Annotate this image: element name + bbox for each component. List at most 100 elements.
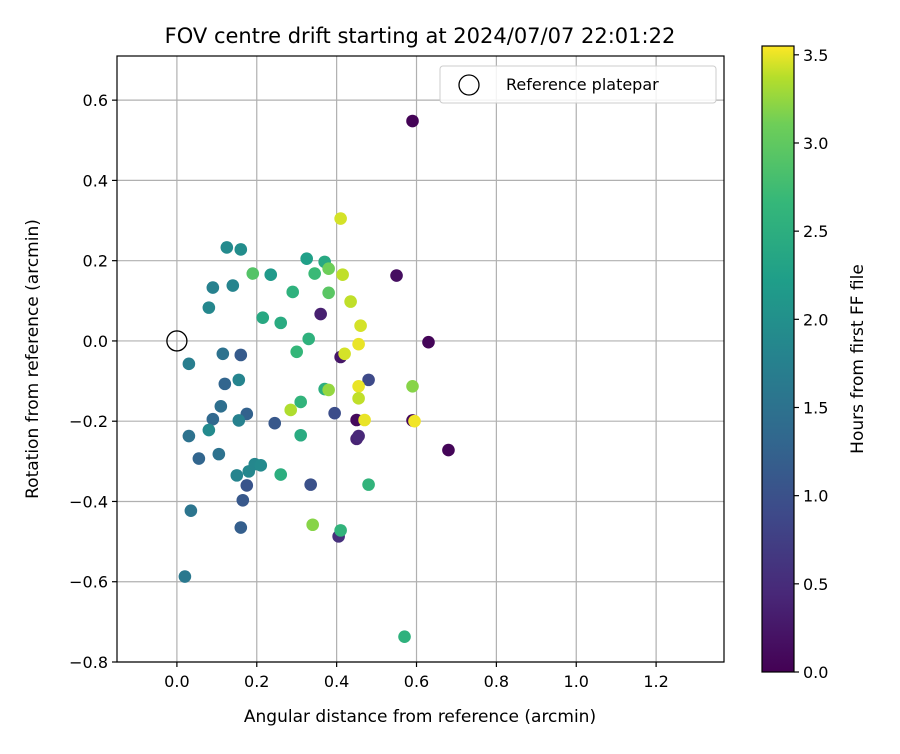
data-point [294, 428, 307, 442]
data-point [362, 373, 375, 387]
data-point [254, 459, 268, 472]
data-point [322, 262, 335, 276]
data-point [290, 345, 304, 359]
data-point [294, 395, 307, 409]
data-point [406, 379, 419, 393]
data-point [300, 252, 313, 265]
y-tick-label: 0.6 [83, 91, 108, 110]
colorbar-tick-label: 1.0 [803, 487, 828, 506]
data-point [354, 319, 367, 332]
data-point [256, 311, 270, 324]
colorbar-gradient [761, 45, 795, 673]
data-point [322, 286, 335, 300]
data-point [302, 332, 315, 346]
x-tick-label: 0.4 [324, 672, 349, 691]
data-point [232, 373, 246, 387]
x-axis-label: Angular distance from reference (arcmin) [244, 707, 596, 727]
y-axis-label: Rotation from reference (arcmin) [23, 219, 43, 499]
colorbar-tick-label: 2.5 [803, 222, 828, 241]
y-tick-label: −0.6 [69, 573, 108, 592]
data-point [220, 241, 234, 254]
y-axis-ticks: −0.8 −0.6 −0.4 −0.2 0.0 0.2 0.4 0.6 [69, 91, 117, 672]
data-point [264, 268, 278, 282]
data-point [274, 316, 288, 330]
data-point [184, 504, 198, 518]
chart-title: FOV centre drift starting at 2024/07/07 … [165, 24, 676, 48]
data-point [286, 285, 300, 299]
reference-platepar-marker [166, 330, 188, 352]
data-point [234, 243, 248, 256]
data-point [232, 414, 246, 427]
data-point [206, 412, 220, 426]
data-point [246, 267, 260, 280]
data-point [234, 521, 248, 534]
colorbar-tick-label: 0.5 [803, 575, 828, 594]
colorbar: 0.0 0.5 1.0 1.5 2.0 2.5 3.0 3.5 Hours from firs… [761, 45, 868, 682]
data-point [182, 357, 196, 371]
data-point [274, 468, 288, 481]
data-point [214, 400, 228, 413]
colorbar-tick-label: 2.0 [803, 310, 828, 329]
data-point [362, 478, 375, 491]
data-point [390, 269, 403, 282]
grid [117, 56, 724, 663]
data-point [322, 383, 335, 397]
colorbar-ticks: 0.0 0.5 1.0 1.5 2.0 2.5 3.0 3.5 [794, 46, 828, 682]
y-tick-label: −0.2 [69, 412, 108, 431]
data-point [206, 281, 220, 294]
data-point [216, 347, 230, 361]
data-point [344, 295, 357, 308]
x-axis-ticks: 0.0 0.2 0.4 0.6 0.8 1.0 1.2 [164, 662, 669, 691]
y-tick-label: 0.4 [83, 171, 108, 190]
data-point [308, 267, 321, 280]
y-tick-label: 0.2 [83, 252, 108, 271]
data-point [182, 429, 196, 443]
legend-marker-icon [458, 74, 480, 96]
data-point [212, 447, 226, 461]
legend-box [439, 65, 717, 104]
data-point [192, 452, 206, 465]
x-tick-label: 0.8 [484, 672, 509, 691]
data-point [352, 429, 365, 443]
data-point [268, 416, 282, 430]
data-point [304, 478, 317, 491]
colorbar-tick-label: 1.5 [803, 398, 828, 417]
data-point [202, 423, 216, 437]
x-tick-label: 0.6 [404, 672, 429, 691]
data-point [422, 335, 435, 349]
y-tick-label: −0.8 [69, 653, 108, 672]
legend: Reference platepar [439, 65, 717, 104]
data-point [408, 414, 421, 428]
data-point [234, 348, 248, 362]
data-point [406, 114, 419, 128]
colorbar-tick-label: 3.5 [803, 46, 828, 65]
data-point [334, 524, 347, 537]
data-point [240, 479, 254, 492]
y-tick-label: −0.4 [69, 492, 108, 511]
data-point [442, 443, 455, 457]
data-point [336, 268, 349, 282]
data-point [334, 212, 347, 225]
colorbar-tick-label: 0.0 [803, 663, 828, 682]
data-point [338, 347, 351, 361]
data-point [202, 301, 216, 314]
plot-frame [116, 55, 725, 663]
data-point [226, 279, 240, 292]
x-tick-label: 1.2 [643, 672, 668, 691]
colorbar-label: Hours from first FF file [848, 264, 868, 454]
y-tick-label: 0.0 [83, 332, 108, 351]
x-tick-label: 0.2 [244, 672, 269, 691]
data-point [230, 469, 244, 482]
x-tick-label: 0.0 [164, 672, 189, 691]
colorbar-tick-label: 3.0 [803, 134, 828, 153]
data-point [306, 518, 319, 532]
data-point [398, 630, 411, 644]
data-points [166, 114, 455, 644]
data-point [358, 413, 371, 427]
data-point [314, 307, 327, 321]
data-point [236, 493, 250, 507]
x-tick-label: 1.0 [564, 672, 589, 691]
legend-label: Reference platepar [506, 75, 659, 94]
